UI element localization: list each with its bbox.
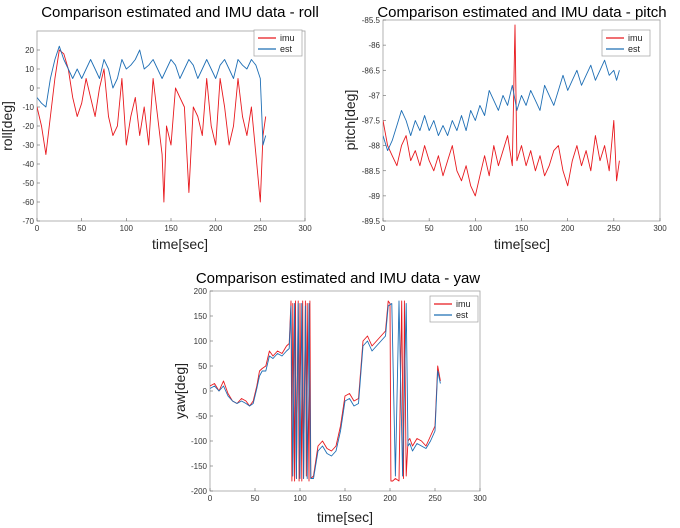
yaw-y-tick-label: 200 xyxy=(194,287,208,296)
yaw-legend-label-imu: imu xyxy=(456,299,471,309)
pitch-y-tick-label: -85.5 xyxy=(362,16,381,25)
pitch-y-tick-label: -89 xyxy=(368,192,380,201)
pitch-series-imu xyxy=(383,24,620,197)
yaw-x-tick-label: 50 xyxy=(251,494,260,503)
pitch-chart: Comparison estimated and IMU data - pitc… xyxy=(342,4,667,252)
yaw-x-tick-label: 100 xyxy=(293,494,307,503)
roll-x-axis-label: time[sec] xyxy=(152,236,208,252)
yaw-y-tick-label: -100 xyxy=(191,437,208,446)
yaw-series-imu xyxy=(210,300,441,482)
pitch-chart-title: Comparison estimated and IMU data - pitc… xyxy=(377,4,666,21)
roll-y-tick-label: -10 xyxy=(22,103,34,112)
pitch-x-tick-label: 250 xyxy=(607,224,621,233)
yaw-y-tick-label: 50 xyxy=(198,362,207,371)
roll-series-est xyxy=(37,45,267,146)
pitch-y-tick-label: -87.5 xyxy=(362,117,381,126)
yaw-x-tick-label: 0 xyxy=(208,494,213,503)
yaw-chart: Comparison estimated and IMU data - yaw 0… xyxy=(172,270,487,525)
pitch-y-tick-label: -86 xyxy=(368,41,380,50)
roll-x-tick-label: 300 xyxy=(298,224,312,233)
roll-chart-title: Comparison estimated and IMU data - roll xyxy=(41,4,319,21)
yaw-chart-title: Comparison estimated and IMU data - yaw xyxy=(196,270,480,287)
roll-y-tick-label: -30 xyxy=(22,141,34,150)
pitch-x-tick-label: 300 xyxy=(653,224,667,233)
pitch-y-tick-label: -88 xyxy=(368,142,380,151)
pitch-y-axis-label: pitch[deg] xyxy=(342,90,358,151)
pitch-x-tick-label: 0 xyxy=(381,224,386,233)
roll-y-tick-label: 20 xyxy=(25,46,34,55)
yaw-y-tick-label: -200 xyxy=(191,487,208,496)
yaw-x-tick-label: 200 xyxy=(383,494,397,503)
roll-y-tick-label: 0 xyxy=(30,84,35,93)
roll-chart: Comparison estimated and IMU data - roll… xyxy=(0,4,319,252)
roll-x-tick-label: 50 xyxy=(77,224,86,233)
pitch-y-tick-label: -88.5 xyxy=(362,167,381,176)
roll-x-tick-label: 150 xyxy=(164,224,178,233)
yaw-series-est xyxy=(210,300,441,479)
roll-x-tick-label: 200 xyxy=(209,224,223,233)
pitch-x-tick-label: 100 xyxy=(469,224,483,233)
yaw-y-tick-label: -50 xyxy=(195,412,207,421)
yaw-y-tick-label: -150 xyxy=(191,462,208,471)
yaw-y-axis-label: yaw[deg] xyxy=(172,363,188,419)
roll-legend-label-est: est xyxy=(280,44,293,54)
pitch-legend-label-imu: imu xyxy=(628,33,643,43)
pitch-y-tick-label: -86.5 xyxy=(362,66,381,75)
yaw-x-tick-label: 150 xyxy=(338,494,352,503)
pitch-x-tick-label: 150 xyxy=(515,224,529,233)
roll-y-tick-label: -50 xyxy=(22,179,34,188)
roll-x-tick-label: 0 xyxy=(35,224,40,233)
roll-x-tick-label: 100 xyxy=(120,224,134,233)
roll-y-tick-label: -20 xyxy=(22,122,34,131)
roll-x-tick-label: 250 xyxy=(254,224,268,233)
roll-legend-label-imu: imu xyxy=(280,33,295,43)
roll-y-tick-label: -40 xyxy=(22,160,34,169)
roll-y-tick-label: 10 xyxy=(25,65,34,74)
pitch-x-tick-label: 200 xyxy=(561,224,575,233)
yaw-legend-label-est: est xyxy=(456,310,469,320)
roll-y-axis-label: roll[deg] xyxy=(0,101,15,151)
yaw-y-tick-label: 100 xyxy=(194,337,208,346)
pitch-legend-box xyxy=(601,29,651,57)
yaw-y-tick-label: 0 xyxy=(203,387,208,396)
roll-y-tick-label: -70 xyxy=(22,217,34,226)
roll-y-tick-label: -60 xyxy=(22,198,34,207)
yaw-x-axis-label: time[sec] xyxy=(317,509,373,525)
yaw-x-tick-label: 300 xyxy=(473,494,487,503)
yaw-legend-box xyxy=(429,295,479,323)
yaw-y-tick-label: 150 xyxy=(194,312,208,321)
roll-legend-box xyxy=(253,29,303,57)
pitch-x-axis-label: time[sec] xyxy=(494,236,550,252)
pitch-y-tick-label: -89.5 xyxy=(362,217,381,226)
pitch-y-tick-label: -87 xyxy=(368,91,380,100)
yaw-x-tick-label: 250 xyxy=(428,494,442,503)
roll-series-imu xyxy=(37,49,267,203)
pitch-legend-label-est: est xyxy=(628,44,641,54)
pitch-series-est xyxy=(383,59,620,152)
pitch-x-tick-label: 50 xyxy=(425,224,434,233)
